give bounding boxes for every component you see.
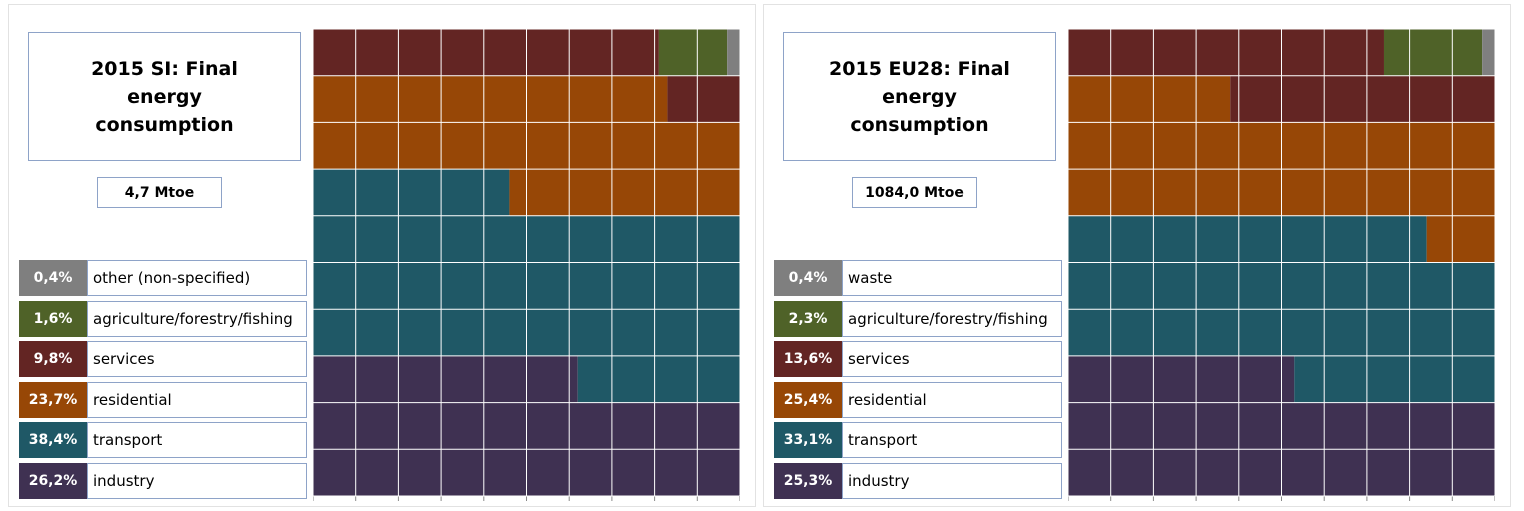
total-label: 4,7 Mtoe (97, 177, 222, 208)
legend-item: 0,4% waste (774, 260, 1062, 296)
legend-label: agriculture/forestry/fishing (87, 300, 307, 337)
legend-value: 23,7% (19, 381, 87, 418)
legend-item: 9,8% services (19, 341, 307, 377)
legend-label: residential (842, 381, 1062, 418)
legend-item: 26,2% industry (19, 462, 307, 499)
legend-value: 38,4% (19, 422, 87, 458)
legend-label: services (87, 341, 307, 377)
legend-label: industry (87, 462, 307, 499)
legend-value: 25,3% (774, 462, 842, 499)
waffle-grid (1068, 29, 1495, 501)
legend-label: industry (842, 462, 1062, 499)
legend-item: 2,3% agriculture/forestry/fishing (774, 300, 1062, 337)
legend-item: 25,3% industry (774, 462, 1062, 499)
waffle-segment (1383, 29, 1483, 76)
legend-value: 13,6% (774, 341, 842, 377)
legend-value: 0,4% (19, 260, 87, 296)
legend-value: 0,4% (774, 260, 842, 296)
waffle-grid (313, 29, 740, 501)
legend-item: 13,6% services (774, 341, 1062, 377)
legend-label: other (non-specified) (87, 260, 307, 296)
waffle-segment (658, 29, 728, 76)
chart-title: 2015 SI: Final energy consumption (28, 32, 301, 161)
panel: 2015 EU28: Final energy consumption 1084,… (763, 4, 1511, 507)
legend-item: 23,7% residential (19, 381, 307, 418)
legend-value: 33,1% (774, 422, 842, 458)
legend-label: transport (842, 422, 1062, 458)
legend-item: 33,1% transport (774, 422, 1062, 458)
legend-value: 25,4% (774, 381, 842, 418)
legend-label: residential (87, 381, 307, 418)
chart-title: 2015 EU28: Final energy consumption (783, 32, 1056, 161)
legend-label: agriculture/forestry/fishing (842, 300, 1062, 337)
panel: 2015 SI: Final energy consumption 4,7 Mto… (8, 4, 756, 507)
legend-value: 2,3% (774, 300, 842, 337)
legend-label: waste (842, 260, 1062, 296)
legend-value: 1,6% (19, 300, 87, 337)
legend-item: 38,4% transport (19, 422, 307, 458)
legend-value: 26,2% (19, 462, 87, 499)
legend-item: 1,6% agriculture/forestry/fishing (19, 300, 307, 337)
legend-label: services (842, 341, 1062, 377)
legend-item: 25,4% residential (774, 381, 1062, 418)
legend-item: 0,4% other (non-specified) (19, 260, 307, 296)
legend-value: 9,8% (19, 341, 87, 377)
total-label: 1084,0 Mtoe (852, 177, 977, 208)
legend-label: transport (87, 422, 307, 458)
